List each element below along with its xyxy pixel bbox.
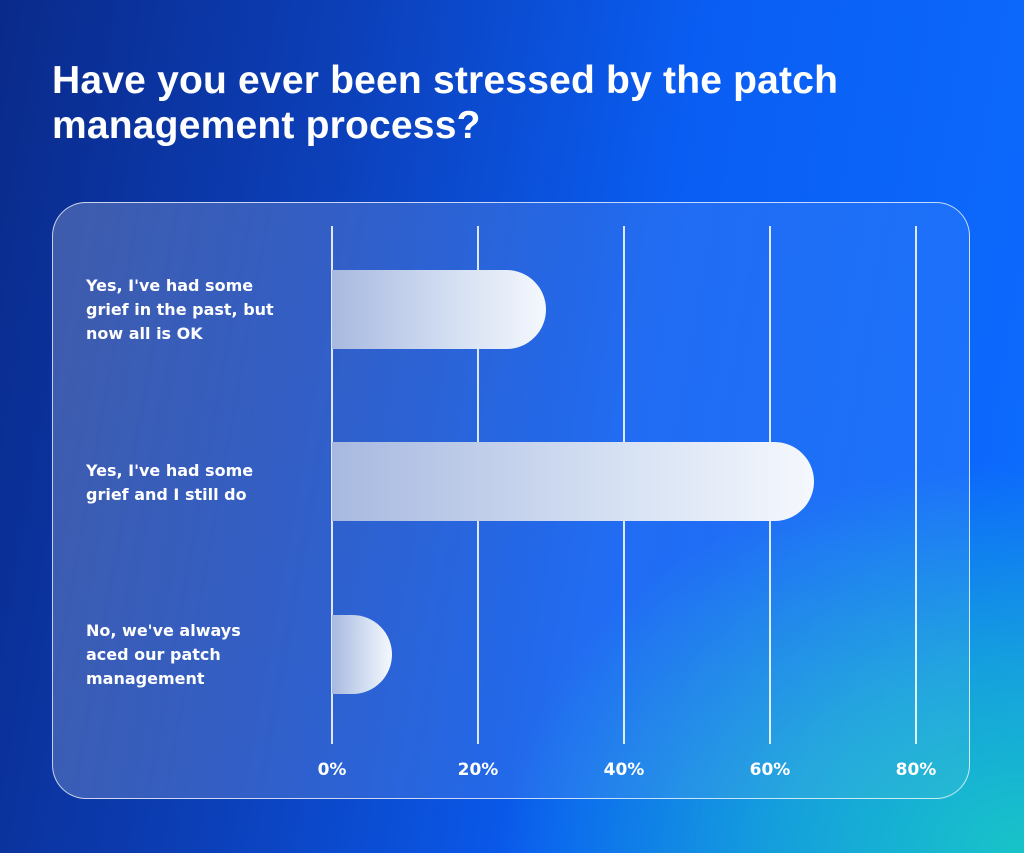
- tick-0: 0%: [317, 760, 347, 780]
- label-line: management: [86, 669, 205, 688]
- label-line: aced our patch: [86, 645, 221, 664]
- label-line: Yes, I've had some: [86, 461, 254, 480]
- label-line: grief in the past, but: [86, 300, 274, 319]
- category-label-always-aced: No, we've always aced our patch manageme…: [86, 619, 306, 691]
- label-line: No, we've always: [86, 621, 241, 640]
- gridline-80: [915, 226, 917, 744]
- gridline-0: [331, 226, 333, 744]
- label-line: now all is OK: [86, 324, 203, 343]
- tick-60: 60%: [749, 760, 791, 780]
- bar-past-grief: [332, 270, 546, 349]
- tick-80: 80%: [895, 760, 937, 780]
- label-line: grief and I still do: [86, 485, 247, 504]
- chart-title: Have you ever been stressed by the patch…: [52, 59, 839, 147]
- tick-20: 20%: [457, 760, 499, 780]
- category-label-past-grief: Yes, I've had some grief in the past, bu…: [86, 274, 306, 346]
- label-line: Yes, I've had some: [86, 276, 254, 295]
- tick-40: 40%: [603, 760, 645, 780]
- bar-still-grief: [332, 442, 814, 521]
- category-label-still-grief: Yes, I've had some grief and I still do: [86, 459, 306, 507]
